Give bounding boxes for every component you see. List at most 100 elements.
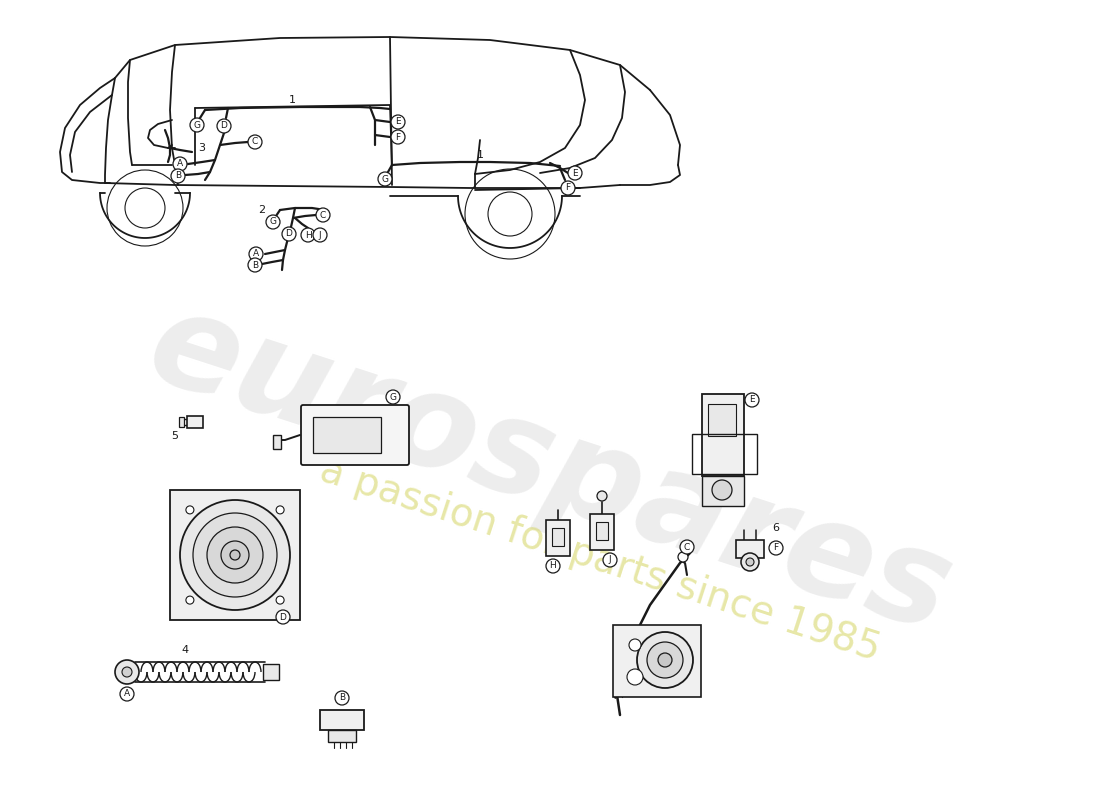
Text: 6: 6 xyxy=(772,523,780,533)
Bar xyxy=(590,514,614,550)
Circle shape xyxy=(390,115,405,129)
Bar xyxy=(263,664,279,680)
FancyBboxPatch shape xyxy=(301,405,409,465)
Text: G: G xyxy=(382,174,388,183)
Bar xyxy=(702,476,744,506)
Circle shape xyxy=(180,500,290,610)
Text: A: A xyxy=(253,250,260,258)
Bar xyxy=(328,730,356,742)
Text: E: E xyxy=(572,169,578,178)
Circle shape xyxy=(248,258,262,272)
Circle shape xyxy=(637,632,693,688)
Circle shape xyxy=(746,558,754,566)
Circle shape xyxy=(680,540,694,554)
Text: E: E xyxy=(395,118,400,126)
Circle shape xyxy=(678,552,688,562)
Circle shape xyxy=(561,181,575,195)
Text: F: F xyxy=(565,183,571,193)
Circle shape xyxy=(266,215,280,229)
Circle shape xyxy=(741,553,759,571)
Circle shape xyxy=(248,135,262,149)
Circle shape xyxy=(122,667,132,677)
Circle shape xyxy=(282,227,296,241)
Circle shape xyxy=(249,247,263,261)
Circle shape xyxy=(769,541,783,555)
Circle shape xyxy=(745,393,759,407)
Text: G: G xyxy=(389,393,396,402)
Circle shape xyxy=(568,166,582,180)
Text: H: H xyxy=(305,230,311,239)
Circle shape xyxy=(170,169,185,183)
Text: 1: 1 xyxy=(288,95,296,105)
Circle shape xyxy=(190,118,204,132)
Circle shape xyxy=(627,669,644,685)
Text: 2: 2 xyxy=(257,205,265,215)
Bar xyxy=(273,435,280,449)
Circle shape xyxy=(116,660,139,684)
Text: 3: 3 xyxy=(198,143,205,153)
Circle shape xyxy=(217,119,231,133)
Circle shape xyxy=(658,653,672,667)
Text: 1: 1 xyxy=(476,150,484,160)
Text: H: H xyxy=(550,562,557,570)
Circle shape xyxy=(597,491,607,501)
Circle shape xyxy=(386,390,400,404)
Circle shape xyxy=(712,480,732,500)
Text: E: E xyxy=(749,395,755,405)
Text: J: J xyxy=(319,230,321,239)
Text: 5: 5 xyxy=(172,431,178,441)
Circle shape xyxy=(314,228,327,242)
Text: C: C xyxy=(684,542,690,551)
Circle shape xyxy=(647,642,683,678)
Text: J: J xyxy=(608,555,612,565)
Circle shape xyxy=(603,553,617,567)
Text: D: D xyxy=(279,613,286,622)
Circle shape xyxy=(186,596,194,604)
Text: 4: 4 xyxy=(182,645,188,655)
Circle shape xyxy=(629,639,641,651)
Bar xyxy=(314,417,381,453)
Circle shape xyxy=(276,596,284,604)
Bar xyxy=(546,520,570,556)
Circle shape xyxy=(276,506,284,514)
Circle shape xyxy=(221,541,249,569)
Circle shape xyxy=(192,513,277,597)
Bar xyxy=(552,528,564,546)
Bar xyxy=(596,522,608,540)
Bar xyxy=(170,490,300,620)
Circle shape xyxy=(316,208,330,222)
Text: B: B xyxy=(339,694,345,702)
Text: F: F xyxy=(395,133,400,142)
Circle shape xyxy=(207,527,263,583)
Text: B: B xyxy=(252,261,258,270)
Text: A: A xyxy=(177,159,183,169)
Circle shape xyxy=(301,228,315,242)
Circle shape xyxy=(173,157,187,171)
Bar xyxy=(187,416,204,428)
Bar xyxy=(736,540,764,558)
Bar xyxy=(320,710,364,730)
Circle shape xyxy=(186,506,194,514)
Bar xyxy=(179,417,184,427)
Circle shape xyxy=(120,687,134,701)
Text: a passion for parts since 1985: a passion for parts since 1985 xyxy=(315,451,886,669)
Circle shape xyxy=(546,559,560,573)
Text: C: C xyxy=(320,210,326,219)
Text: C: C xyxy=(252,138,258,146)
Circle shape xyxy=(276,610,290,624)
Text: A: A xyxy=(124,690,130,698)
Circle shape xyxy=(336,691,349,705)
Circle shape xyxy=(230,550,240,560)
Text: B: B xyxy=(175,171,182,181)
Bar xyxy=(613,625,701,697)
Bar xyxy=(702,394,744,476)
Bar xyxy=(692,434,757,474)
Text: G: G xyxy=(270,218,276,226)
Circle shape xyxy=(390,130,405,144)
Text: D: D xyxy=(286,230,293,238)
Text: eurospares: eurospares xyxy=(133,281,967,659)
Text: D: D xyxy=(221,122,228,130)
Text: F: F xyxy=(773,543,779,553)
Bar xyxy=(708,404,736,436)
Circle shape xyxy=(378,172,392,186)
